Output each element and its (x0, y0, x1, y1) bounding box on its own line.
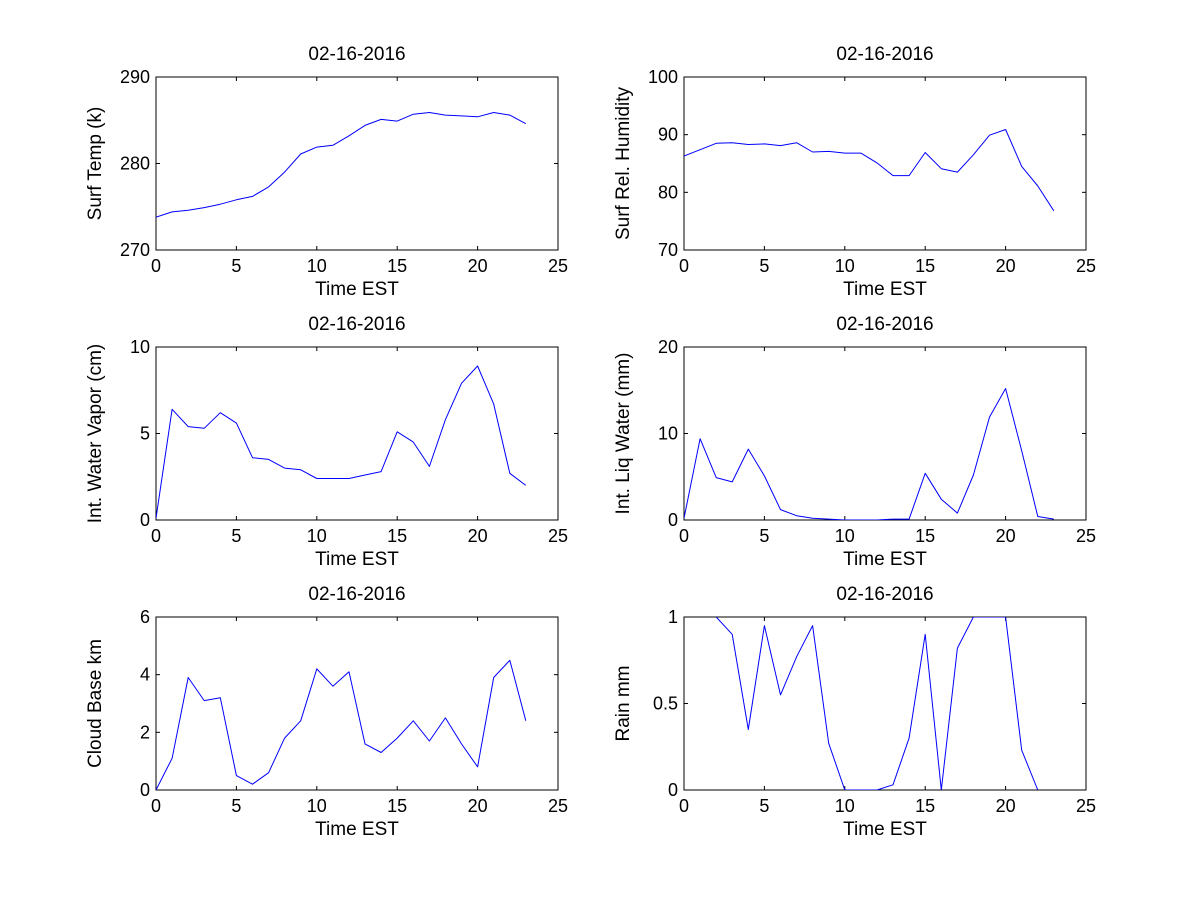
x-tick-label: 5 (759, 256, 769, 276)
x-tick-label: 5 (231, 796, 241, 816)
series-line (156, 659, 527, 790)
plot-area (155, 346, 559, 521)
series-line (156, 112, 527, 218)
y-tick-label: 2 (140, 722, 150, 742)
y-axis-label: Int. Liq Water (mm) (613, 353, 634, 515)
y-tick-label: 1 (668, 607, 678, 627)
y-axis-label: Surf Temp (k) (85, 107, 106, 221)
y-tick-label: 6 (140, 607, 150, 627)
x-axis-label: Time EST (315, 819, 399, 840)
chart-title: 02-16-2016 (836, 44, 933, 65)
y-axis-label: Int. Water Vapor (cm) (85, 344, 106, 523)
x-axis-label: Time EST (843, 819, 927, 840)
x-tick-label: 15 (915, 526, 935, 546)
x-tick-label: 5 (759, 796, 769, 816)
y-tick-label: 20 (658, 337, 678, 357)
y-tick-label: 270 (120, 240, 150, 260)
y-tick-label: 0 (140, 780, 150, 800)
subplot-5: 0 5 10 15 20 25 0 2 4 6 02-16-2016 Time EST Cloud Ba… (85, 584, 568, 840)
x-tick-label: 10 (835, 526, 855, 546)
x-tick-label: 0 (679, 526, 689, 546)
x-tick-label: 10 (307, 796, 327, 816)
x-tick-label: 20 (996, 526, 1016, 546)
y-tick-label: 0 (140, 510, 150, 530)
x-tick-label: 25 (1076, 796, 1096, 816)
plot-area (683, 76, 1087, 251)
x-axis-label: Time EST (843, 279, 927, 300)
plot-area (155, 76, 559, 251)
x-tick-label: 15 (915, 796, 935, 816)
x-tick-label: 15 (387, 796, 407, 816)
x-tick-label: 0 (151, 526, 161, 546)
x-tick-label: 25 (548, 526, 568, 546)
y-tick-label: 100 (648, 67, 678, 87)
x-tick-label: 20 (996, 256, 1016, 276)
chart-title: 02-16-2016 (836, 584, 933, 605)
plot-area (155, 616, 559, 791)
x-axis-label: Time EST (315, 279, 399, 300)
x-tick-label: 20 (468, 796, 488, 816)
x-tick-label: 5 (231, 256, 241, 276)
y-tick-label: 70 (658, 240, 678, 260)
x-tick-label: 5 (231, 526, 241, 546)
y-axis-label: Cloud Base km (85, 639, 106, 768)
series-line (684, 388, 1054, 520)
x-tick-label: 0 (151, 256, 161, 276)
subplot-6: 0 5 10 15 20 25 0 0.5 1 02-16-2016 Time EST Rain mm (613, 584, 1096, 840)
y-tick-label: 0.5 (653, 694, 678, 714)
x-tick-label: 10 (835, 796, 855, 816)
subplot-4: 0 5 10 15 20 25 0 10 20 02-16-2016 Time EST Int. Li… (613, 314, 1096, 570)
plot-area (683, 346, 1087, 521)
x-tick-label: 10 (307, 256, 327, 276)
x-tick-label: 5 (759, 526, 769, 546)
plot-area (683, 616, 1087, 791)
y-tick-label: 0 (668, 780, 678, 800)
y-tick-label: 290 (120, 67, 150, 87)
x-tick-label: 20 (996, 796, 1016, 816)
x-tick-label: 0 (679, 256, 689, 276)
x-tick-label: 0 (151, 796, 161, 816)
y-tick-label: 5 (140, 424, 150, 444)
y-axis-label: Surf Rel. Humidity (613, 86, 634, 240)
x-tick-label: 25 (1076, 526, 1096, 546)
x-tick-label: 25 (548, 256, 568, 276)
y-tick-label: 0 (668, 510, 678, 530)
y-axis-label: Rain mm (613, 665, 634, 741)
x-tick-label: 15 (387, 526, 407, 546)
x-tick-label: 15 (915, 256, 935, 276)
x-tick-label: 20 (468, 256, 488, 276)
series-line (684, 129, 1055, 212)
y-tick-label: 10 (658, 424, 678, 444)
series-line (156, 365, 527, 519)
x-tick-label: 20 (468, 526, 488, 546)
x-tick-label: 25 (1076, 256, 1096, 276)
y-tick-label: 80 (658, 182, 678, 202)
subplot-2: 0 5 10 15 20 25 70 80 90 100 02-16-2016 Time EST Sur… (613, 44, 1096, 300)
y-tick-label: 4 (140, 665, 150, 685)
x-axis-label: Time EST (315, 549, 399, 570)
x-tick-label: 0 (679, 796, 689, 816)
x-tick-label: 10 (307, 526, 327, 546)
x-tick-label: 10 (835, 256, 855, 276)
y-tick-label: 280 (120, 154, 150, 174)
chart-title: 02-16-2016 (308, 584, 405, 605)
x-tick-label: 25 (548, 796, 568, 816)
subplot-3: 0 5 10 15 20 25 0 5 10 02-16-2016 Time EST Int. Wat… (85, 314, 568, 570)
y-tick-label: 10 (130, 337, 150, 357)
series-line (715, 617, 1039, 790)
subplot-1: 0 5 10 15 20 25 270 280 290 02-16-2016 Time EST Sur… (85, 44, 568, 300)
chart-title: 02-16-2016 (308, 314, 405, 335)
x-axis-label: Time EST (843, 549, 927, 570)
x-tick-label: 15 (387, 256, 407, 276)
chart-title: 02-16-2016 (836, 314, 933, 335)
chart-title: 02-16-2016 (308, 44, 405, 65)
y-tick-label: 90 (658, 125, 678, 145)
